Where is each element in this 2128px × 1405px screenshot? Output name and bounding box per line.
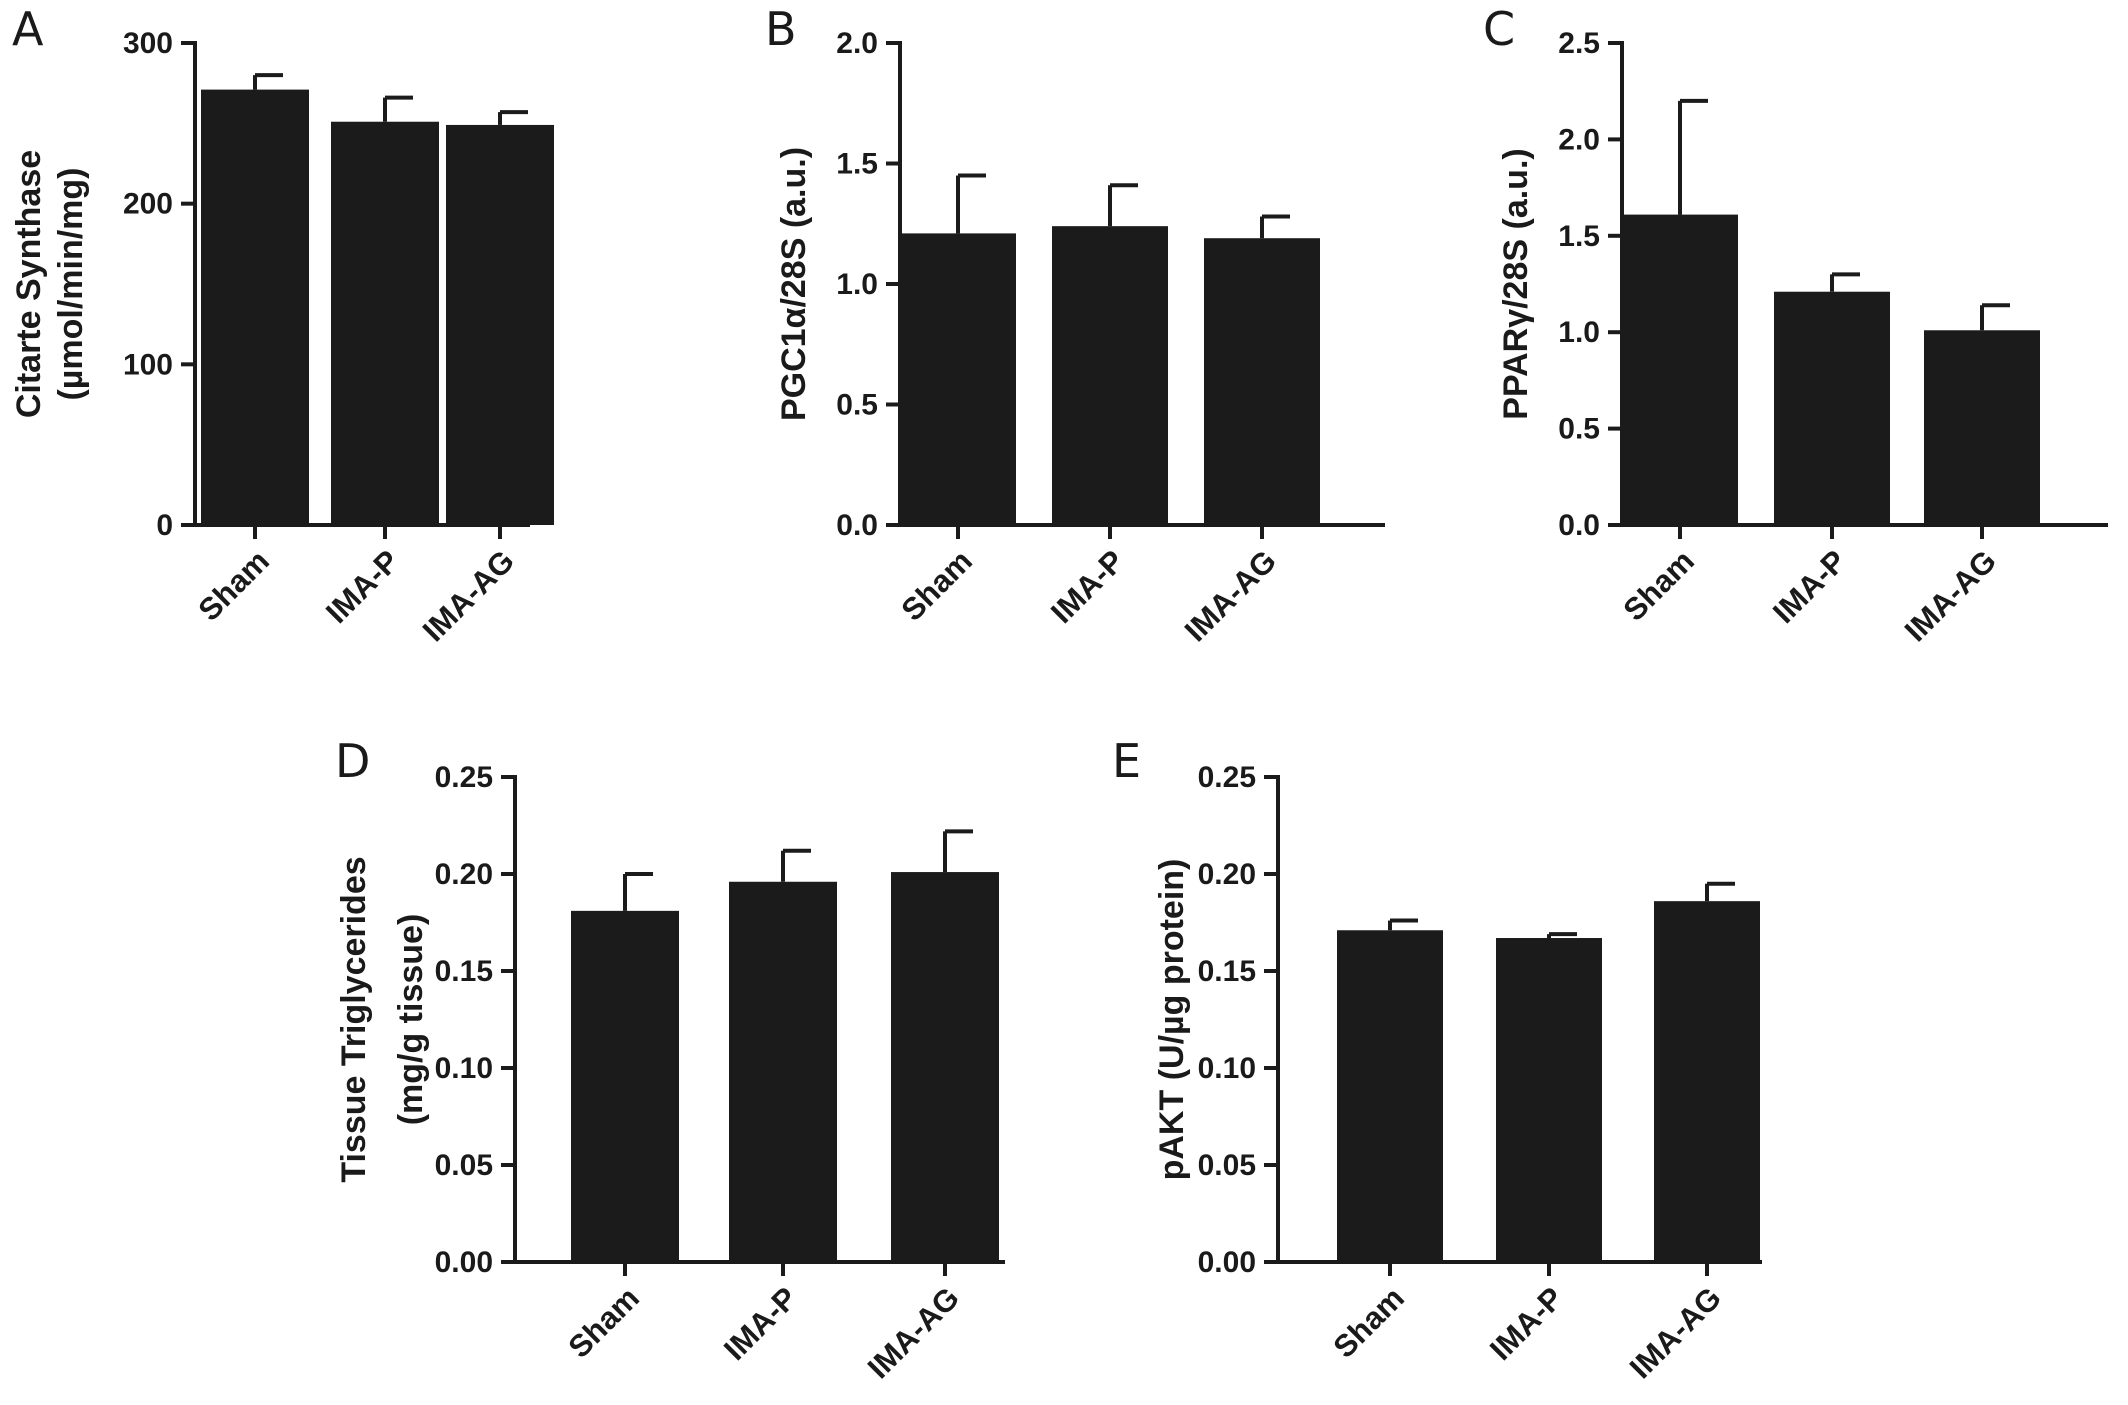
x-tick-label-ima-ag: IMA-AG bbox=[416, 543, 521, 648]
x-tick-label-ima-p: IMA-P bbox=[1044, 543, 1131, 630]
y-axis-title: pAKT (U/µg protein) bbox=[1153, 859, 1191, 1181]
y-tick-label: 0.25 bbox=[435, 761, 493, 794]
y-tick-label: 0.20 bbox=[435, 858, 493, 891]
y-axis-title: Tissue Triglycerides bbox=[335, 856, 373, 1182]
panel-letter: C bbox=[1483, 2, 1515, 56]
y-tick-label: 0.00 bbox=[435, 1246, 493, 1279]
x-tick-label-sham: Sham bbox=[895, 543, 979, 627]
y-tick-label: 1.0 bbox=[836, 268, 878, 301]
bar-ima-ag bbox=[1654, 901, 1760, 1262]
x-tick-label-ima-p: IMA-P bbox=[1483, 1280, 1570, 1367]
y-tick-label: 2.0 bbox=[1558, 123, 1600, 156]
bar-sham bbox=[1337, 930, 1443, 1262]
y-axis-title: PPARγ/28S (a.u.) bbox=[1497, 148, 1535, 419]
panel-a: A 0 100 200 300 Sham IMA-P IMA-AG Citarte Syntha… bbox=[10, 2, 554, 648]
bar-ima-p bbox=[1774, 291, 1890, 525]
y-tick-label: 0.20 bbox=[1198, 858, 1256, 891]
bar-sham bbox=[1622, 214, 1738, 526]
y-axis-title: Citarte Synthase bbox=[10, 150, 48, 418]
y-tick-label: 0.10 bbox=[1198, 1052, 1256, 1085]
y-tick-label: 1.5 bbox=[1558, 220, 1600, 253]
x-tick-label-sham: Sham bbox=[192, 543, 276, 627]
bar-ima-p bbox=[1052, 226, 1168, 525]
panel-letter: E bbox=[1112, 734, 1141, 788]
bar-ima-ag bbox=[1204, 238, 1320, 525]
bar-sham bbox=[900, 233, 1016, 525]
bar-ima-ag bbox=[1924, 330, 2040, 525]
x-tick-label-sham: Sham bbox=[1327, 1280, 1411, 1364]
y-tick-label: 0.00 bbox=[1198, 1246, 1256, 1279]
y-tick-label: 2.5 bbox=[1558, 27, 1600, 60]
bar-ima-p bbox=[331, 121, 439, 525]
y-tick-label: 0.10 bbox=[435, 1052, 493, 1085]
bar-ima-p bbox=[1496, 938, 1602, 1262]
y-tick-label: 1.0 bbox=[1558, 316, 1600, 349]
panel-letter: D bbox=[335, 734, 370, 788]
y-tick-label: 0.5 bbox=[1558, 413, 1600, 446]
x-tick-label-ima-p: IMA-P bbox=[717, 1280, 804, 1367]
y-axis-title: (µmol/min/mg) bbox=[52, 167, 90, 400]
y-tick-label: 0 bbox=[156, 509, 173, 542]
x-tick-label-ima-p: IMA-P bbox=[1766, 543, 1853, 630]
x-tick-label-sham: Sham bbox=[562, 1280, 646, 1364]
y-axis-title: PGC1α/28S (a.u.) bbox=[775, 147, 813, 421]
x-tick-label-ima-ag: IMA-AG bbox=[861, 1280, 966, 1385]
x-tick-label-sham: Sham bbox=[1617, 543, 1701, 627]
y-tick-label: 0.0 bbox=[836, 509, 878, 542]
bar-ima-ag bbox=[891, 872, 999, 1262]
y-tick-label: 2.0 bbox=[836, 27, 878, 60]
y-tick-label: 0.05 bbox=[435, 1149, 493, 1182]
y-tick-label: 1.5 bbox=[836, 148, 878, 181]
panel-letter: A bbox=[12, 2, 44, 56]
bar-sham bbox=[571, 910, 679, 1262]
y-tick-label: 100 bbox=[123, 348, 173, 381]
bar-sham bbox=[201, 89, 309, 526]
panel-e: E 0.00 0.05 0.10 0.15 0.20 0.25 Sham IMA-P IMA-AG… bbox=[1112, 734, 1762, 1385]
panel-b: B 0.0 0.5 1.0 1.5 2.0 Sham IMA-P IMA-AG PGC1α/28S… bbox=[765, 2, 1385, 648]
bar-ima-ag bbox=[446, 124, 554, 525]
x-tick-label-ima-ag: IMA-AG bbox=[1178, 543, 1283, 648]
x-tick-label-ima-ag: IMA-AG bbox=[1898, 543, 2003, 648]
panel-letter: B bbox=[765, 2, 797, 56]
panel-d: D 0.00 0.05 0.10 0.15 0.20 0.25 Sham IMA-P IMA-AG… bbox=[335, 734, 1005, 1385]
y-tick-label: 0.15 bbox=[1198, 955, 1256, 988]
bar-ima-p bbox=[729, 881, 837, 1262]
y-tick-label: 0.5 bbox=[836, 389, 878, 422]
y-axis-title: (mg/g tissue) bbox=[392, 914, 430, 1126]
panel-c: C 0.0 0.5 1.0 1.5 2.0 2.5 Sham IMA-P IMA-AG PPARγ/… bbox=[1483, 2, 2108, 648]
y-tick-label: 0.0 bbox=[1558, 509, 1600, 542]
y-tick-label: 0.25 bbox=[1198, 761, 1256, 794]
x-tick-label-ima-p: IMA-P bbox=[319, 543, 406, 630]
y-tick-label: 0.05 bbox=[1198, 1149, 1256, 1182]
y-tick-label: 300 bbox=[123, 27, 173, 60]
x-tick-label-ima-ag: IMA-AG bbox=[1623, 1280, 1728, 1385]
y-tick-label: 0.15 bbox=[435, 955, 493, 988]
y-tick-label: 200 bbox=[123, 188, 173, 221]
